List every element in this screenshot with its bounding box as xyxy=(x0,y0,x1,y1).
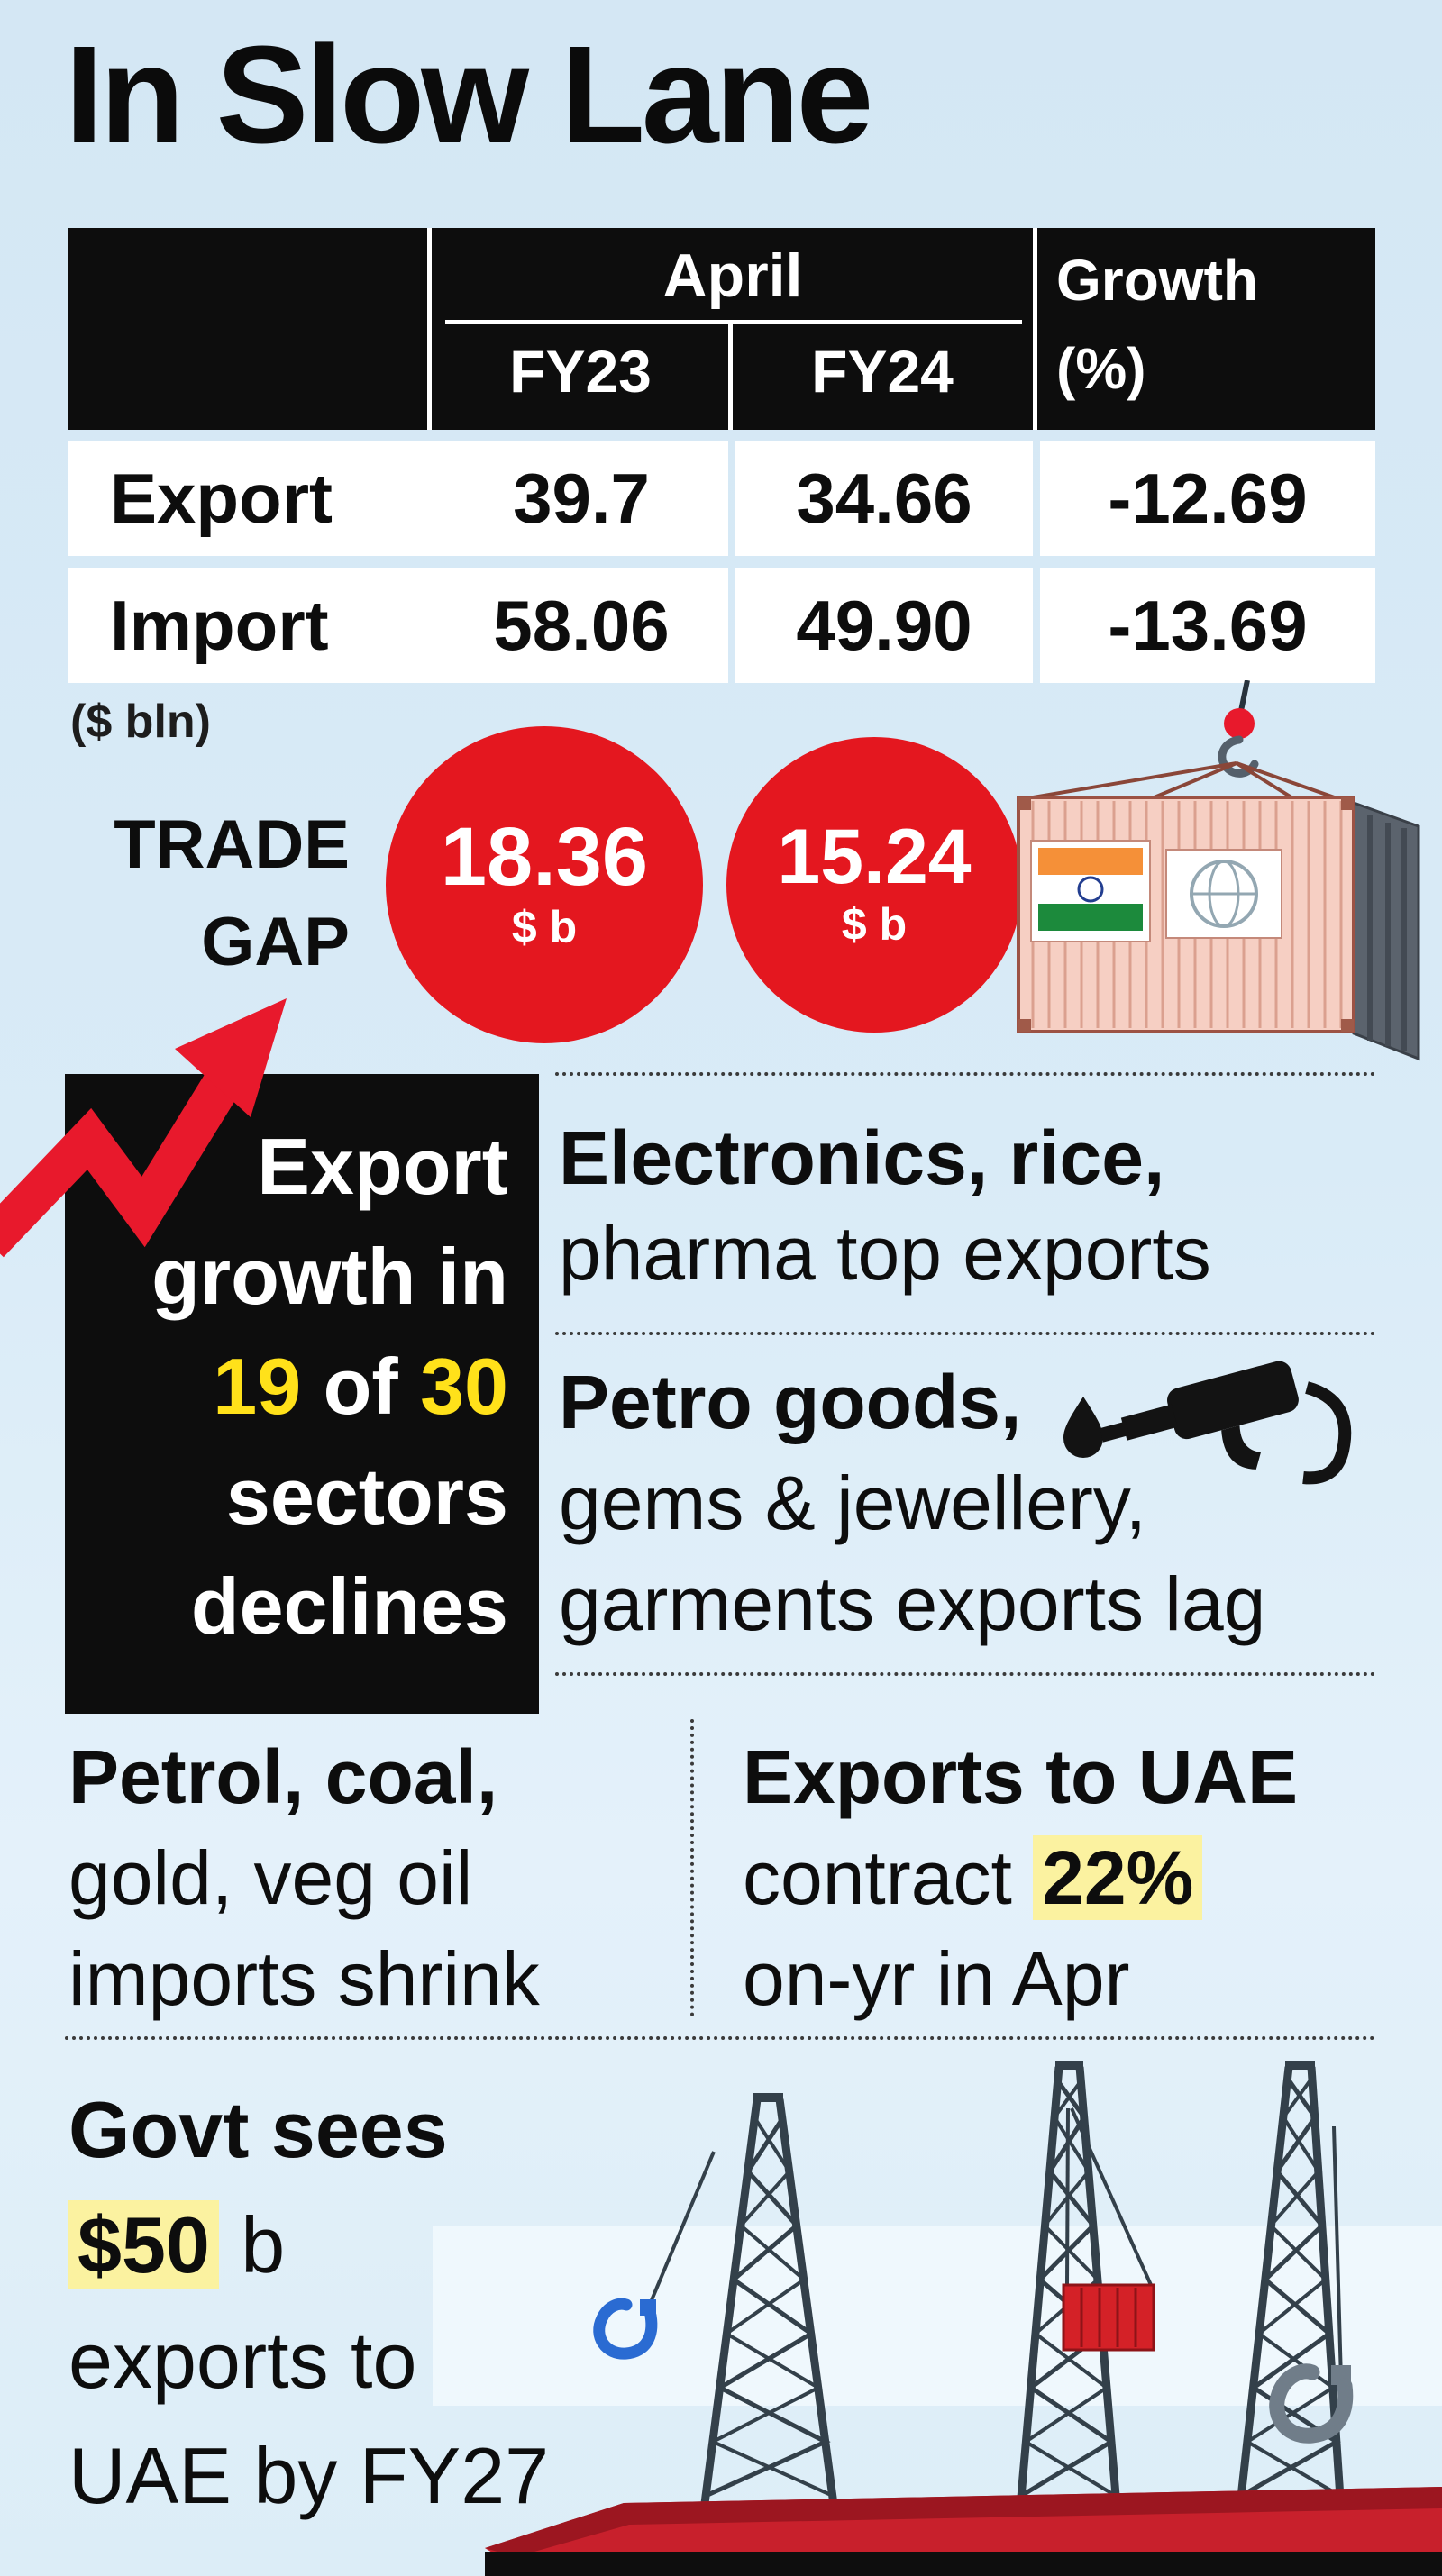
shipping-container-icon xyxy=(1017,680,1420,1061)
table-col-fy23: FY23 xyxy=(509,338,652,405)
trade-gap-fy24-value: 15.24 xyxy=(777,814,972,901)
trade-gap-label: TRADE GAP xyxy=(68,796,350,991)
dotted-divider-vertical xyxy=(690,1719,694,2016)
dotted-divider xyxy=(555,1072,1375,1076)
sector-count-total: 30 xyxy=(420,1342,508,1431)
fact-uae-target-line3: exports to xyxy=(68,2316,417,2405)
table-row-import-fy23: 58.06 xyxy=(434,568,728,683)
bottom-black-bar xyxy=(485,2552,1442,2576)
fact-uae-target-lead: Govt sees xyxy=(68,2085,448,2174)
fact-lagging-exports: Petro goods, gems & jewellery, garments … xyxy=(559,1352,1265,1654)
table-row-export-fy23: 39.7 xyxy=(434,441,728,556)
india-flag-icon xyxy=(1030,840,1151,942)
table-col-growth-unit: (%) xyxy=(1056,336,1146,401)
sector-box-line5: declines xyxy=(190,1561,508,1651)
fact-uae-contraction-line2: contract 22% xyxy=(743,1827,1298,1928)
trade-gap-fy23-circle: 18.36 $ b xyxy=(386,726,703,1043)
header-divider xyxy=(427,228,432,430)
fuel-nozzle-icon xyxy=(1063,1361,1352,1485)
fact-imports-shrink-line3: imports shrink xyxy=(68,1936,540,2021)
nozzle-body xyxy=(1100,1361,1352,1485)
table-col-fy24: FY24 xyxy=(811,338,954,405)
fact-imports-shrink-lead: Petrol, coal, xyxy=(68,1734,498,1819)
table-header-bg xyxy=(68,228,1375,430)
sector-box-line1: Export xyxy=(257,1122,508,1211)
fact-lagging-exports-lead: Petro goods, xyxy=(559,1360,1022,1444)
sector-box-line4: sectors xyxy=(225,1452,508,1541)
globe-icon xyxy=(1165,849,1282,939)
page-title: In Slow Lane xyxy=(65,17,873,172)
ship-hull-shade xyxy=(485,2487,1442,2557)
table-col-group-april: April xyxy=(662,241,803,310)
fact-uae-target-line4: UAE by FY27 xyxy=(68,2431,550,2520)
header-divider xyxy=(1033,228,1037,430)
trade-gap-fy24-circle: 15.24 $ b xyxy=(726,737,1022,1033)
fact-uae-contraction-line3: on-yr in Apr xyxy=(743,1936,1130,2021)
crane-cable xyxy=(1238,680,1250,712)
table-row-import-label: Import xyxy=(68,568,469,683)
fact-lagging-exports-line2: gems & jewellery, xyxy=(559,1461,1146,1545)
table-col-growth: Growth xyxy=(1056,248,1258,313)
trade-gap-fy23-value: 18.36 xyxy=(440,811,649,904)
april-underline xyxy=(445,320,1022,324)
oil-drop-icon xyxy=(1063,1397,1103,1458)
sector-box-line3: 19 of 30 xyxy=(213,1342,508,1431)
fact-imports-shrink: Petrol, coal, gold, veg oil imports shri… xyxy=(68,1726,540,2029)
hook-ball xyxy=(1224,708,1255,739)
fact-top-exports: Electronics, rice, pharma top exports xyxy=(559,1110,1211,1301)
uae-target-amount: $50 xyxy=(68,2200,219,2289)
table-row-import-fy24: 49.90 xyxy=(735,568,1033,683)
uae-contraction-percent: 22% xyxy=(1033,1835,1203,1920)
port-cranes-illustration xyxy=(433,2061,1442,2576)
trade-gap-fy23-unit: $ b xyxy=(511,901,578,952)
zigzag-growth-arrow-icon xyxy=(0,998,287,1258)
trade-table: April FY23 FY24 Growth (%) Export 39.7 3… xyxy=(68,228,1375,787)
table-row-export-fy24: 34.66 xyxy=(735,441,1033,556)
table-row-export-growth: -12.69 xyxy=(1040,441,1375,556)
fact-imports-shrink-line2: gold, veg oil xyxy=(68,1835,473,1920)
crane-mast-left xyxy=(696,2093,843,2539)
sector-count-declining: 19 xyxy=(213,1342,302,1431)
fact-uae-target: Govt sees $50 b exports to UAE by FY27 xyxy=(68,2072,549,2534)
fact-uae-contraction: Exports to UAE contract 22% on-yr in Apr xyxy=(743,1726,1298,2029)
fact-top-exports-line2: pharma top exports xyxy=(559,1211,1211,1296)
header-divider xyxy=(728,320,733,430)
table-row-import-growth: -13.69 xyxy=(1040,568,1375,683)
dotted-divider xyxy=(555,1672,1375,1676)
left-crane-hook-icon xyxy=(593,2151,716,2360)
sector-box-line2: growth in xyxy=(151,1232,508,1321)
right-crane-hook-icon xyxy=(1269,2125,1354,2444)
hanging-container-icon xyxy=(1062,2107,1155,2352)
fact-lagging-exports-line3: garments exports lag xyxy=(559,1561,1266,1646)
table-unit-note: ($ bln) xyxy=(70,696,211,748)
fact-uae-contraction-lead: Exports to UAE xyxy=(743,1734,1299,1819)
dotted-divider xyxy=(555,1332,1375,1335)
trade-gap-label-line2: GAP xyxy=(201,904,350,980)
dotted-divider xyxy=(65,2036,1375,2040)
trade-gap-label-line1: TRADE xyxy=(114,806,350,883)
fact-uae-target-line2: $50 b xyxy=(68,2188,549,2303)
fact-top-exports-lead: Electronics, rice, xyxy=(559,1115,1165,1200)
table-row-export-label: Export xyxy=(68,441,469,556)
container-side-ridges xyxy=(1367,815,1407,1051)
trade-gap-fy24-unit: $ b xyxy=(841,898,908,950)
corner-castings xyxy=(1018,797,1354,1032)
